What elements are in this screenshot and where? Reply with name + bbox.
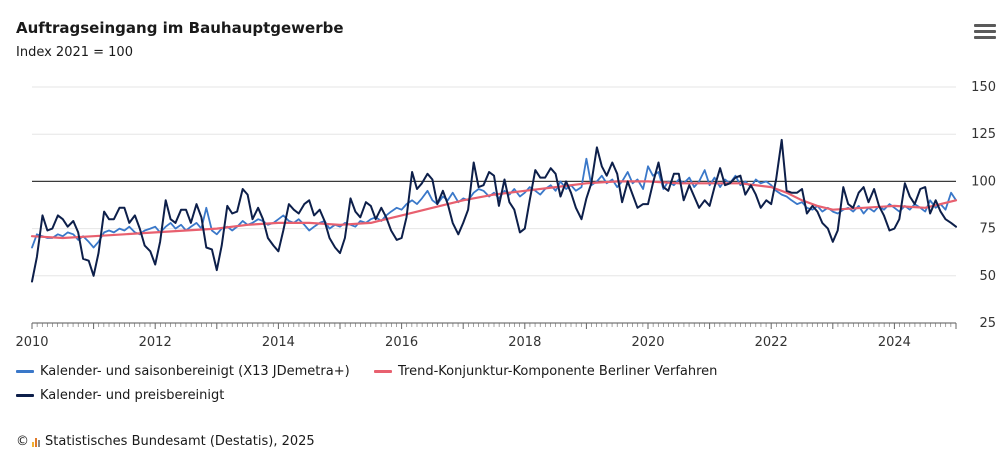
chart-subtitle: Index 2021 = 100 — [16, 45, 133, 60]
x-tick-label: 2018 — [508, 335, 541, 350]
copyright-symbol: © — [16, 434, 29, 449]
menu-bar — [974, 36, 996, 39]
legend-label: Kalender- und saisonbereinigt (X13 JDeme… — [40, 364, 350, 379]
legend-swatch — [374, 370, 392, 373]
x-tick-label: 2012 — [139, 335, 172, 350]
x-tick-label: 2024 — [878, 335, 911, 350]
x-tick-label: 2022 — [755, 335, 788, 350]
y-tick-label: 150 — [971, 80, 996, 95]
source-credit: © Statistisches Bundesamt (Destatis), 20… — [16, 434, 315, 449]
series-line — [31, 138, 957, 283]
y-tick-label: 50 — [979, 269, 996, 284]
source-text: Statistisches Bundesamt (Destatis), 2025 — [45, 434, 315, 449]
y-tick-label: 125 — [971, 127, 996, 142]
y-tick-label: 100 — [971, 174, 996, 189]
legend-swatch — [16, 370, 34, 373]
x-tick-label: 2020 — [631, 335, 664, 350]
legend-label: Kalender- und preisbereinigt — [40, 388, 225, 403]
series-line — [31, 157, 957, 249]
y-tick-label: 25 — [979, 316, 996, 331]
chart-title: Auftragseingang im Bauhauptgewerbe — [16, 19, 344, 37]
legend-item-trend[interactable]: Trend-Konjunktur-Komponente Berliner Ver… — [374, 364, 717, 379]
menu-bar — [974, 24, 996, 27]
hamburger-menu-icon[interactable] — [974, 24, 996, 44]
legend-item-price-adjusted[interactable]: Kalender- und preisbereinigt — [16, 388, 224, 403]
destatis-logo-icon — [32, 436, 41, 447]
line-chart: 25 50 75 100 125 150 2010 2012 2014 2016 2018 2020 2… — [15, 80, 996, 350]
legend-label: Trend-Konjunktur-Komponente Berliner Ver… — [398, 364, 718, 379]
series-line — [30, 180, 958, 240]
legend-item-seasonally-adjusted[interactable]: Kalender- und saisonbereinigt (X13 JDeme… — [16, 364, 350, 379]
legend-swatch — [16, 394, 34, 397]
x-tick-label: 2010 — [15, 335, 48, 350]
x-tick-label: 2014 — [262, 335, 295, 350]
y-tick-label: 75 — [979, 222, 996, 237]
menu-bar — [974, 30, 996, 33]
x-tick-label: 2016 — [385, 335, 418, 350]
